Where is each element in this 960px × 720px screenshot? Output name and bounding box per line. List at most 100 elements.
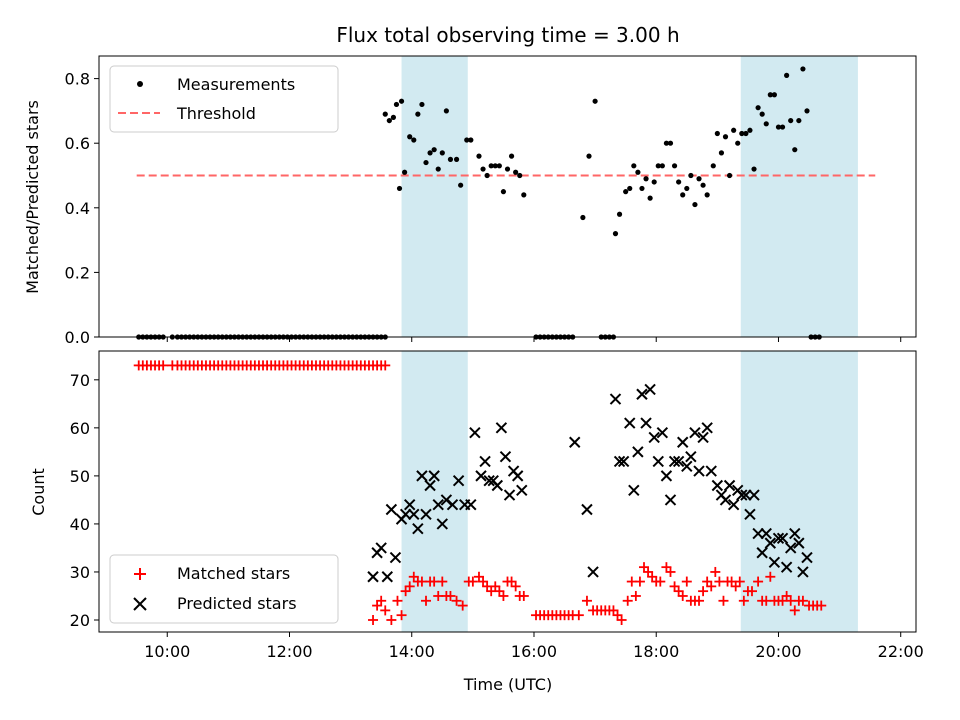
measurement-point bbox=[659, 163, 665, 169]
matched-stars-point bbox=[616, 614, 627, 625]
matched-stars-point bbox=[718, 595, 729, 606]
measurement-point bbox=[710, 163, 716, 169]
bottom-y-tick-label: 60 bbox=[70, 419, 90, 438]
shaded-interval bbox=[740, 56, 858, 337]
predicted-stars-point bbox=[479, 455, 491, 468]
matched-stars-point bbox=[622, 595, 633, 606]
predicted-stars-point bbox=[784, 542, 797, 554]
matched-stars-point bbox=[665, 566, 676, 577]
measurement-point bbox=[427, 150, 433, 156]
measurement-point bbox=[464, 137, 470, 143]
x-tick-label: 12:00 bbox=[266, 642, 312, 661]
x-tick-label: 16:00 bbox=[511, 642, 557, 661]
predicted-stars-point bbox=[644, 383, 656, 396]
x-tick-label: 20:00 bbox=[755, 642, 801, 661]
measurement-point bbox=[718, 150, 725, 156]
measurement-point bbox=[458, 182, 464, 188]
predicted-stars-point bbox=[681, 460, 693, 472]
measurement-point bbox=[671, 163, 678, 169]
predicted-stars-point bbox=[768, 556, 781, 569]
matched-stars-point bbox=[581, 595, 592, 606]
measurement-point bbox=[751, 166, 757, 172]
predicted-stars-point bbox=[727, 499, 740, 511]
predicted-stars-point bbox=[748, 489, 760, 501]
matched-stars-point bbox=[510, 581, 521, 592]
predicted-stars-point bbox=[797, 566, 809, 578]
matched-stars-point bbox=[710, 566, 721, 577]
bottom-y-axis-label: Count bbox=[29, 468, 48, 516]
measurement-point bbox=[407, 134, 413, 140]
matched-stars-point bbox=[681, 576, 692, 587]
measurement-point bbox=[692, 201, 698, 208]
shaded-interval bbox=[740, 351, 858, 632]
predicted-stars-point bbox=[723, 479, 736, 492]
measurement-point bbox=[386, 117, 392, 124]
measurement-point bbox=[631, 163, 637, 169]
matched-stars-point bbox=[451, 595, 462, 606]
predicted-stars-point bbox=[772, 532, 785, 545]
predicted-stars-point bbox=[436, 518, 449, 530]
matched-stars-point bbox=[421, 595, 432, 606]
measurement-point bbox=[468, 137, 474, 143]
predicted-stars-point bbox=[697, 431, 709, 444]
measurement-point bbox=[663, 140, 670, 146]
predicted-stars-point bbox=[469, 426, 481, 439]
legend-predicted-marker bbox=[133, 597, 147, 611]
measurement-point bbox=[580, 214, 586, 221]
bottom-legend: Matched stars Predicted stars bbox=[109, 554, 339, 624]
matched-stars-point bbox=[634, 576, 645, 587]
x-axis-label: Time (UTC) bbox=[463, 675, 552, 694]
predicted-stars-point bbox=[789, 527, 801, 540]
measurement-point bbox=[504, 166, 511, 172]
predicted-stars-point bbox=[428, 470, 440, 482]
legend-predicted-label: Predicted stars bbox=[177, 594, 297, 613]
measurement-point bbox=[655, 163, 661, 169]
predicted-stars-point bbox=[736, 489, 748, 501]
legend-measurements-marker bbox=[137, 81, 143, 87]
measurement-point bbox=[688, 172, 694, 179]
matched-stars-point bbox=[437, 576, 448, 587]
predicted-stars-point bbox=[399, 508, 412, 521]
predicted-stars-point bbox=[389, 551, 402, 564]
measurement-point bbox=[759, 111, 765, 117]
predicted-stars-point bbox=[367, 571, 379, 583]
predicted-stars-point bbox=[412, 523, 424, 535]
predicted-stars-point bbox=[632, 446, 644, 458]
bottom-y-tick-label: 20 bbox=[70, 611, 90, 630]
measurement-point bbox=[398, 98, 405, 104]
x-tick-label: 14:00 bbox=[389, 642, 435, 661]
measurement-point bbox=[676, 179, 682, 185]
predicted-stars-point bbox=[624, 417, 636, 429]
predicted-stars-point bbox=[432, 499, 444, 511]
predicted-stars-point bbox=[491, 479, 504, 492]
predicted-stars-point bbox=[475, 470, 487, 482]
matched-stars-point bbox=[380, 605, 391, 616]
predicted-stars-point bbox=[495, 422, 508, 434]
measurement-point bbox=[722, 134, 729, 140]
predicted-stars-point bbox=[752, 527, 764, 540]
matched-stars-point bbox=[498, 590, 509, 601]
bottom-y-tick-label: 40 bbox=[70, 515, 90, 534]
predicted-stars-point bbox=[446, 499, 459, 511]
predicted-stars-point bbox=[711, 479, 724, 492]
measurement-point bbox=[735, 140, 741, 146]
measurement-point bbox=[393, 101, 400, 108]
top-y-axis-label: Matched/Predicted stars bbox=[23, 100, 42, 294]
matched-stars-point bbox=[467, 576, 478, 587]
bottom-y-tick-label: 30 bbox=[70, 563, 90, 582]
matched-stars-point bbox=[445, 590, 456, 601]
predicted-stars-point bbox=[764, 537, 777, 549]
predicted-stars-point bbox=[656, 426, 669, 439]
measurement-point bbox=[521, 192, 527, 198]
predicted-stars-point bbox=[424, 479, 436, 492]
predicted-stars-point bbox=[403, 499, 416, 511]
measurement-point bbox=[779, 124, 786, 130]
measurement-point bbox=[647, 195, 653, 201]
matched-stars-point bbox=[746, 586, 757, 597]
predicted-stars-point bbox=[685, 450, 697, 463]
predicted-stars-point bbox=[628, 484, 640, 497]
matched-stars-point bbox=[816, 600, 827, 611]
measurement-point bbox=[517, 172, 523, 179]
predicted-stars-point bbox=[609, 393, 622, 405]
measurement-point bbox=[431, 147, 437, 153]
